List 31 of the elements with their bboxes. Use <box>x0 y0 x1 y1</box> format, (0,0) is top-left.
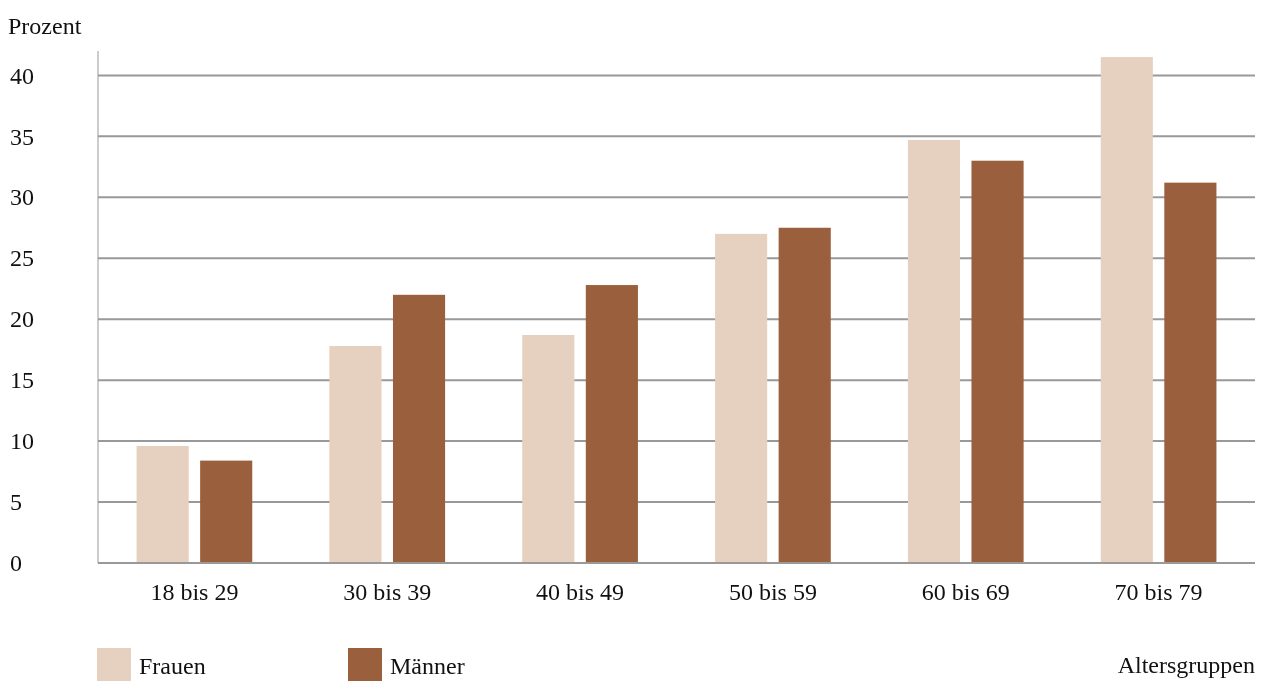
x-tick-label: 40 bis 49 <box>536 579 625 606</box>
x-axis-title: Altersgruppen <box>1117 652 1255 678</box>
legend-label: Männer <box>390 653 465 679</box>
y-tick-label: 40 <box>10 62 34 89</box>
y-tick-label: 15 <box>10 367 34 394</box>
y-tick-label: 20 <box>10 306 34 333</box>
y-axis-title: Prozent <box>8 13 82 39</box>
bar <box>329 346 382 563</box>
bar <box>971 160 1024 563</box>
y-tick-label: 25 <box>10 245 34 272</box>
y-tick-label: 0 <box>10 550 22 577</box>
bar <box>1164 182 1217 563</box>
y-tick-label: 35 <box>10 123 34 150</box>
y-tick-label: 10 <box>10 428 34 455</box>
bar <box>200 460 253 563</box>
bar <box>907 139 961 563</box>
bar <box>136 445 189 563</box>
y-tick-label: 5 <box>10 489 22 516</box>
x-tick-label: 70 bis 79 <box>1114 579 1203 606</box>
bar <box>778 227 831 563</box>
y-tick-label: 30 <box>10 184 34 211</box>
bar <box>585 285 638 563</box>
x-tick-label: 60 bis 69 <box>921 579 1010 606</box>
x-tick-label: 18 bis 29 <box>150 579 239 606</box>
x-tick-label: 50 bis 59 <box>728 579 817 606</box>
bar <box>715 233 768 563</box>
bar <box>522 335 575 563</box>
bar <box>1100 57 1153 563</box>
bar <box>392 294 446 563</box>
x-tick-label: 30 bis 39 <box>343 579 432 606</box>
legend-label: Frauen <box>139 653 206 679</box>
